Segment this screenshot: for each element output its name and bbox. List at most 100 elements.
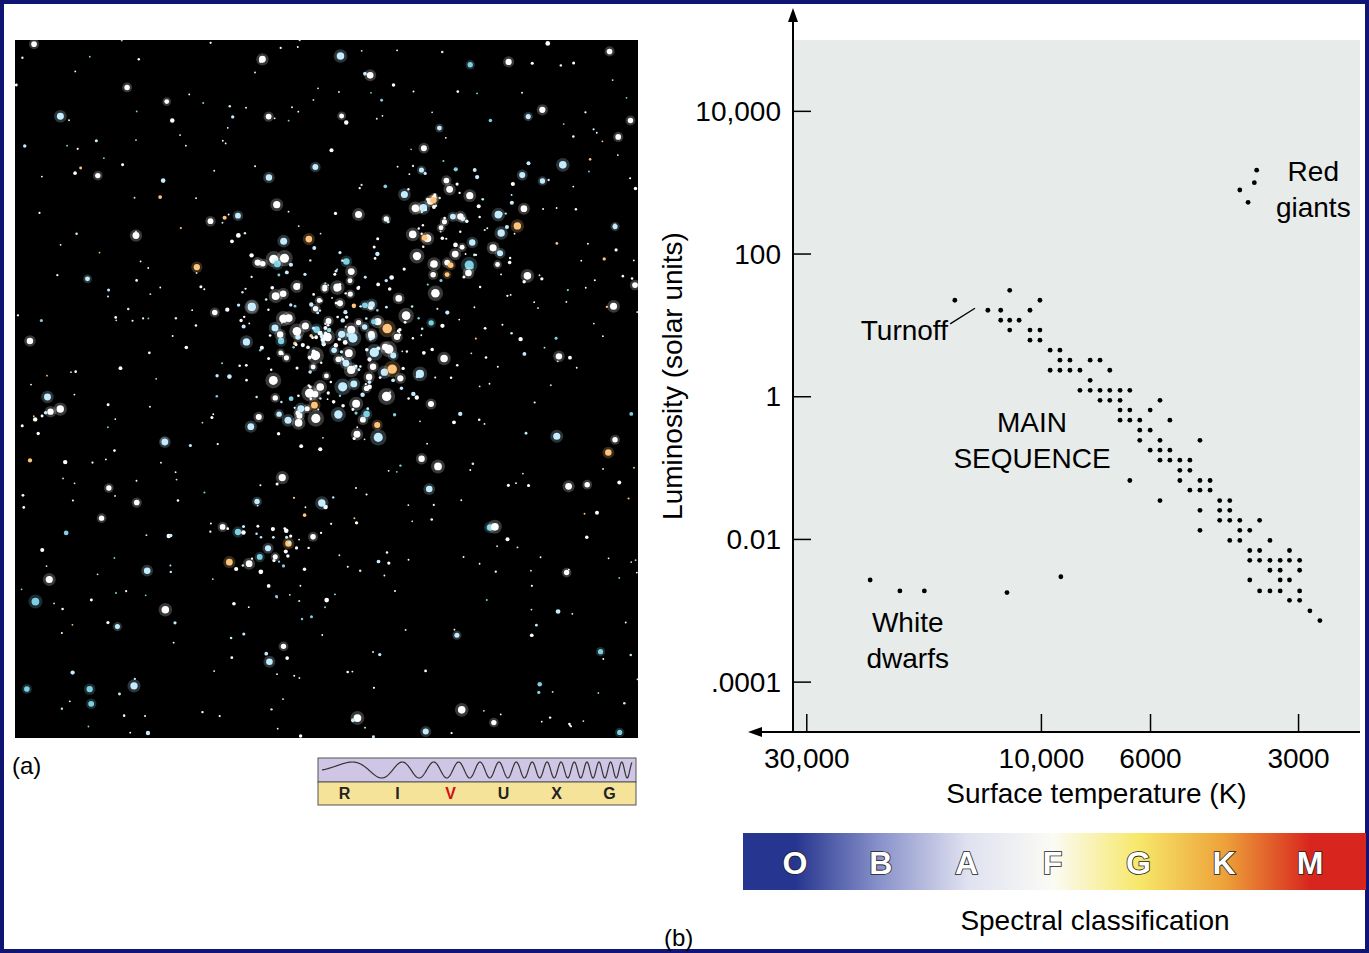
- star: [411, 392, 415, 396]
- star: [458, 706, 466, 714]
- star: [195, 197, 197, 199]
- star-halo: [428, 270, 438, 280]
- star-point: [1158, 448, 1163, 453]
- star-halo: [455, 211, 467, 223]
- star: [469, 239, 475, 245]
- x-tick: [1298, 714, 1300, 732]
- star: [70, 670, 74, 674]
- star: [473, 254, 476, 257]
- star: [445, 238, 447, 240]
- star-halo: [252, 257, 263, 268]
- star: [225, 308, 229, 312]
- star-halo: [240, 335, 253, 348]
- star: [184, 346, 188, 350]
- star-halo: [465, 60, 475, 70]
- star: [160, 462, 162, 464]
- star: [597, 692, 599, 694]
- star-point: [1048, 348, 1053, 353]
- star: [601, 140, 603, 142]
- star-halo: [406, 228, 420, 242]
- star: [387, 221, 390, 224]
- star-point: [1127, 388, 1132, 393]
- star: [244, 288, 246, 290]
- star: [524, 272, 532, 280]
- spectral-class: G: [1126, 845, 1151, 881]
- star: [450, 732, 452, 734]
- annotation: MAINSEQUENCE: [953, 407, 1110, 474]
- star: [557, 360, 559, 362]
- star: [412, 337, 414, 339]
- star: [379, 376, 382, 379]
- star: [138, 58, 140, 60]
- star-halo: [54, 402, 67, 415]
- y-axis-title: Luminosity (solar units): [657, 232, 688, 520]
- star-point: [1217, 518, 1222, 523]
- star: [170, 118, 175, 123]
- star: [73, 171, 77, 175]
- star: [385, 279, 388, 282]
- star: [195, 324, 197, 326]
- star-halo: [342, 346, 356, 360]
- star: [416, 370, 424, 378]
- star: [242, 324, 246, 328]
- star: [606, 306, 608, 308]
- star: [46, 576, 53, 583]
- star: [148, 571, 150, 573]
- star-halo: [29, 40, 39, 49]
- star: [383, 396, 387, 400]
- star: [413, 91, 415, 93]
- star: [312, 327, 315, 330]
- star: [618, 577, 620, 579]
- star: [479, 386, 481, 388]
- star: [556, 207, 558, 209]
- star: [267, 309, 269, 311]
- star: [370, 348, 379, 357]
- star-halo: [395, 373, 406, 384]
- star: [338, 331, 345, 338]
- star: [155, 378, 157, 380]
- star: [500, 273, 502, 275]
- star: [424, 670, 427, 673]
- photo: [15, 40, 638, 738]
- star: [452, 420, 456, 424]
- star: [478, 216, 480, 218]
- star: [60, 244, 62, 246]
- page: [4, 4, 1365, 949]
- star: [135, 231, 137, 233]
- star: [70, 371, 72, 373]
- star-halo: [84, 683, 95, 694]
- star: [66, 145, 68, 147]
- star: [568, 569, 570, 571]
- star: [265, 298, 268, 301]
- band-label-box: [318, 782, 636, 805]
- star: [235, 529, 241, 535]
- star-point: [1118, 418, 1123, 423]
- star: [285, 536, 288, 539]
- star: [442, 160, 444, 162]
- spectral-class: A: [955, 845, 978, 881]
- star: [230, 637, 233, 640]
- star: [634, 187, 637, 190]
- star-point: [1198, 528, 1203, 533]
- star-halo: [223, 556, 235, 568]
- star: [364, 727, 366, 729]
- star: [231, 115, 234, 118]
- star: [582, 720, 584, 722]
- star: [633, 467, 635, 469]
- star: [345, 315, 348, 318]
- star: [272, 536, 275, 539]
- star: [280, 401, 282, 403]
- star: [339, 113, 344, 118]
- star: [118, 693, 121, 696]
- y-axis: [792, 18, 794, 732]
- star: [107, 295, 109, 297]
- band-label: V: [445, 785, 456, 802]
- star: [430, 260, 438, 268]
- star: [77, 148, 79, 150]
- star: [439, 225, 444, 230]
- star: [145, 594, 147, 596]
- star: [386, 551, 388, 553]
- star: [57, 405, 64, 412]
- star-halo: [191, 262, 202, 273]
- star-halo: [350, 711, 364, 725]
